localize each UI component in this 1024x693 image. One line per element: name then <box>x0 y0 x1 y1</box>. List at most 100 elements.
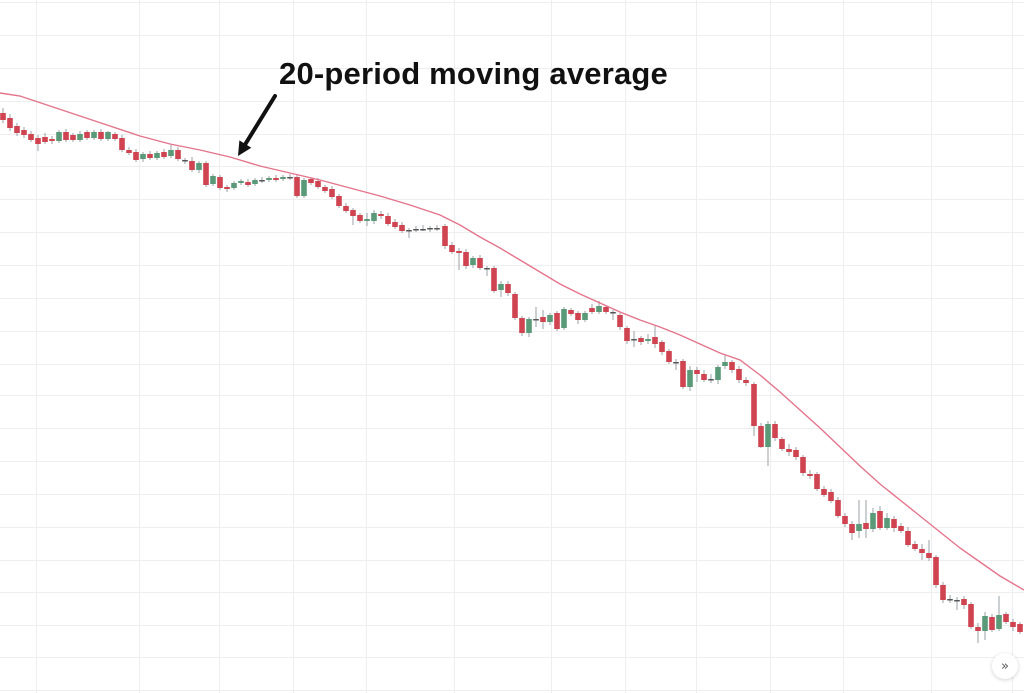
candle <box>645 334 651 344</box>
candle <box>743 377 749 386</box>
candle <box>659 340 665 355</box>
double-chevron-right-icon: » <box>1001 658 1009 674</box>
candle <box>582 311 588 322</box>
candle <box>98 129 104 141</box>
candle <box>842 513 848 527</box>
candle <box>575 311 581 324</box>
candle <box>624 326 630 344</box>
candle <box>589 304 595 314</box>
candle <box>772 421 778 441</box>
candle <box>126 147 132 155</box>
candle <box>715 365 721 384</box>
candle <box>329 186 335 199</box>
candle <box>413 226 419 232</box>
candle <box>940 582 946 603</box>
candle <box>224 185 230 192</box>
candle <box>807 470 813 479</box>
candle <box>231 181 237 190</box>
candle <box>112 132 118 141</box>
candle <box>364 213 370 226</box>
candle <box>898 523 904 533</box>
candle <box>975 623 981 643</box>
candle <box>70 133 76 142</box>
candle <box>427 226 433 232</box>
candle <box>863 500 869 538</box>
candle <box>168 145 174 158</box>
candle <box>0 108 6 123</box>
candle <box>870 508 876 532</box>
candle <box>989 614 995 632</box>
candle <box>512 292 518 320</box>
candle <box>442 224 448 249</box>
candle <box>287 174 293 180</box>
candle <box>786 444 792 456</box>
candle <box>449 242 455 254</box>
candle <box>357 213 363 223</box>
candle <box>350 208 356 225</box>
candle <box>638 336 644 345</box>
candle <box>708 374 714 383</box>
annotation-label: 20-period moving average <box>279 56 668 91</box>
candle <box>7 114 13 131</box>
candle <box>105 131 111 141</box>
candle <box>161 149 167 159</box>
candle <box>835 497 841 518</box>
candle <box>912 541 918 551</box>
candle <box>14 123 20 136</box>
candle <box>877 506 883 530</box>
candle <box>252 178 258 186</box>
candle <box>968 602 974 629</box>
candle <box>77 131 83 142</box>
candle <box>434 225 440 231</box>
candle <box>259 177 265 183</box>
candle <box>484 266 490 276</box>
candle <box>856 500 862 538</box>
candle <box>385 213 391 226</box>
candle <box>765 421 771 466</box>
candle <box>322 185 328 193</box>
candle <box>420 225 426 231</box>
candle <box>56 130 62 143</box>
candle <box>28 131 34 142</box>
candle <box>961 596 967 609</box>
candle <box>378 211 384 219</box>
candle <box>399 222 405 233</box>
candle <box>758 423 764 448</box>
candle <box>505 281 511 296</box>
candle <box>294 175 300 198</box>
candle <box>694 367 700 382</box>
candle <box>91 130 97 140</box>
candle <box>673 359 679 370</box>
candle <box>477 255 483 270</box>
candle <box>652 325 658 348</box>
candle <box>751 382 757 436</box>
candle <box>498 281 504 297</box>
candle <box>554 311 560 331</box>
candle <box>666 349 672 364</box>
scroll-to-realtime-button[interactable]: » <box>992 653 1018 679</box>
candle <box>147 151 153 160</box>
candle <box>828 489 834 503</box>
candle <box>470 256 476 268</box>
candle <box>617 313 623 330</box>
candle <box>273 175 279 182</box>
candle <box>603 305 609 314</box>
candle <box>336 194 342 208</box>
candle <box>266 176 272 182</box>
candle <box>35 135 41 151</box>
candle <box>814 472 820 491</box>
candle <box>1010 619 1016 631</box>
candle <box>722 355 728 369</box>
candle <box>406 228 412 238</box>
candle <box>793 447 799 460</box>
candle <box>547 313 553 325</box>
candle <box>133 149 139 162</box>
candle <box>954 597 960 610</box>
candle <box>42 133 48 144</box>
candle <box>533 307 539 327</box>
candle <box>933 555 939 588</box>
candle <box>217 175 223 190</box>
candle <box>189 157 195 172</box>
